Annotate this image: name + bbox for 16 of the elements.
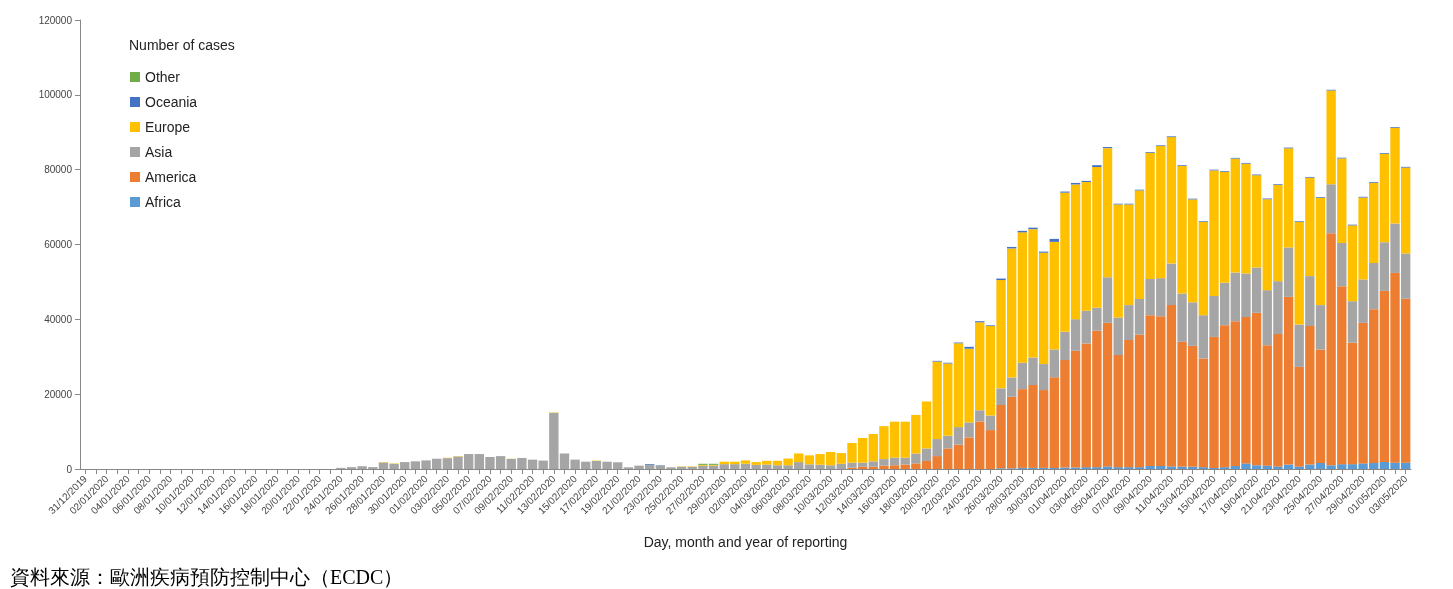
legend-label: Other — [145, 69, 181, 85]
y-tick-label: 20000 — [44, 388, 73, 400]
legend-title: Number of cases — [129, 37, 235, 53]
y-tick-label: 40000 — [44, 313, 73, 325]
x-axis-title: Day, month and year of reporting — [643, 534, 848, 550]
y-tick-label: 60000 — [44, 239, 73, 250]
legend-label: Asia — [145, 144, 173, 160]
y-tick-label: 0 — [66, 463, 73, 475]
source-note: 資料來源：歐洲疾病預防控制中心（ECDC） — [10, 566, 404, 588]
y-tick-label: 100000 — [38, 89, 73, 101]
legend-label: Europe — [145, 119, 191, 135]
legend-label: Oceania — [145, 94, 198, 110]
legend-label: Africa — [145, 194, 181, 210]
y-tick-label: 120000 — [38, 14, 73, 26]
legend-label: America — [145, 169, 197, 185]
y-tick-label: 80000 — [44, 164, 73, 176]
